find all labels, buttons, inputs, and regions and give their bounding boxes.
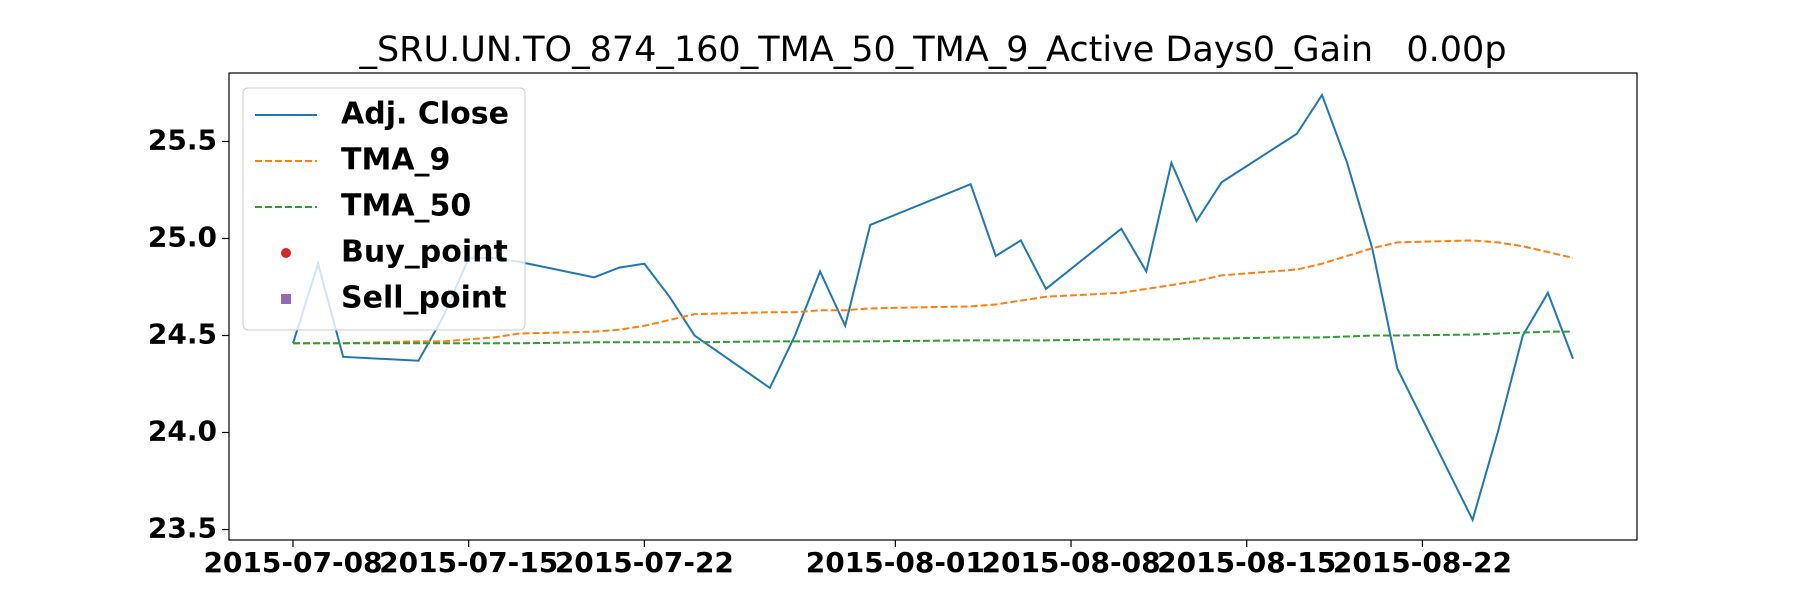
- series-line: [293, 330, 1573, 345]
- plot-frame: [228, 72, 1638, 541]
- x-tick-label: 2015-07-22: [555, 546, 734, 579]
- x-tick-label: 2015-07-15: [379, 546, 558, 579]
- y-tick-label: 24.5: [148, 318, 217, 351]
- x-tick-label: 2015-08-08: [981, 546, 1160, 579]
- x-tick-label: 2015-08-22: [1333, 546, 1512, 579]
- legend-label: Buy_point: [341, 235, 508, 270]
- y-tick-label: 25.5: [148, 123, 217, 156]
- y-tick-label: 25.0: [148, 220, 217, 253]
- y-tick-label: 23.5: [148, 512, 217, 545]
- y-tick-label: 24.0: [148, 415, 217, 448]
- x-tick-label: 2015-08-15: [1157, 546, 1336, 579]
- legend-label: Adj. Close: [341, 97, 509, 132]
- legend-label: TMA_50: [341, 189, 471, 224]
- legend-marker: [281, 294, 291, 304]
- legend: Adj. Close TMA_9 TMA_50 Buy_point Sell_point: [242, 87, 526, 331]
- legend-label: Sell_point: [341, 281, 507, 316]
- legend-label: TMA_9: [341, 143, 450, 178]
- legend-frame: [242, 87, 526, 331]
- series-line: [293, 239, 1574, 345]
- x-tick-label: 2015-07-08: [203, 546, 382, 579]
- x-tick-label: 2015-08-01: [806, 546, 985, 579]
- chart-title: _SRU.UN.TO_874_160_TMA_50_TMA_9_Active D…: [358, 30, 1506, 70]
- legend-marker: [281, 248, 291, 258]
